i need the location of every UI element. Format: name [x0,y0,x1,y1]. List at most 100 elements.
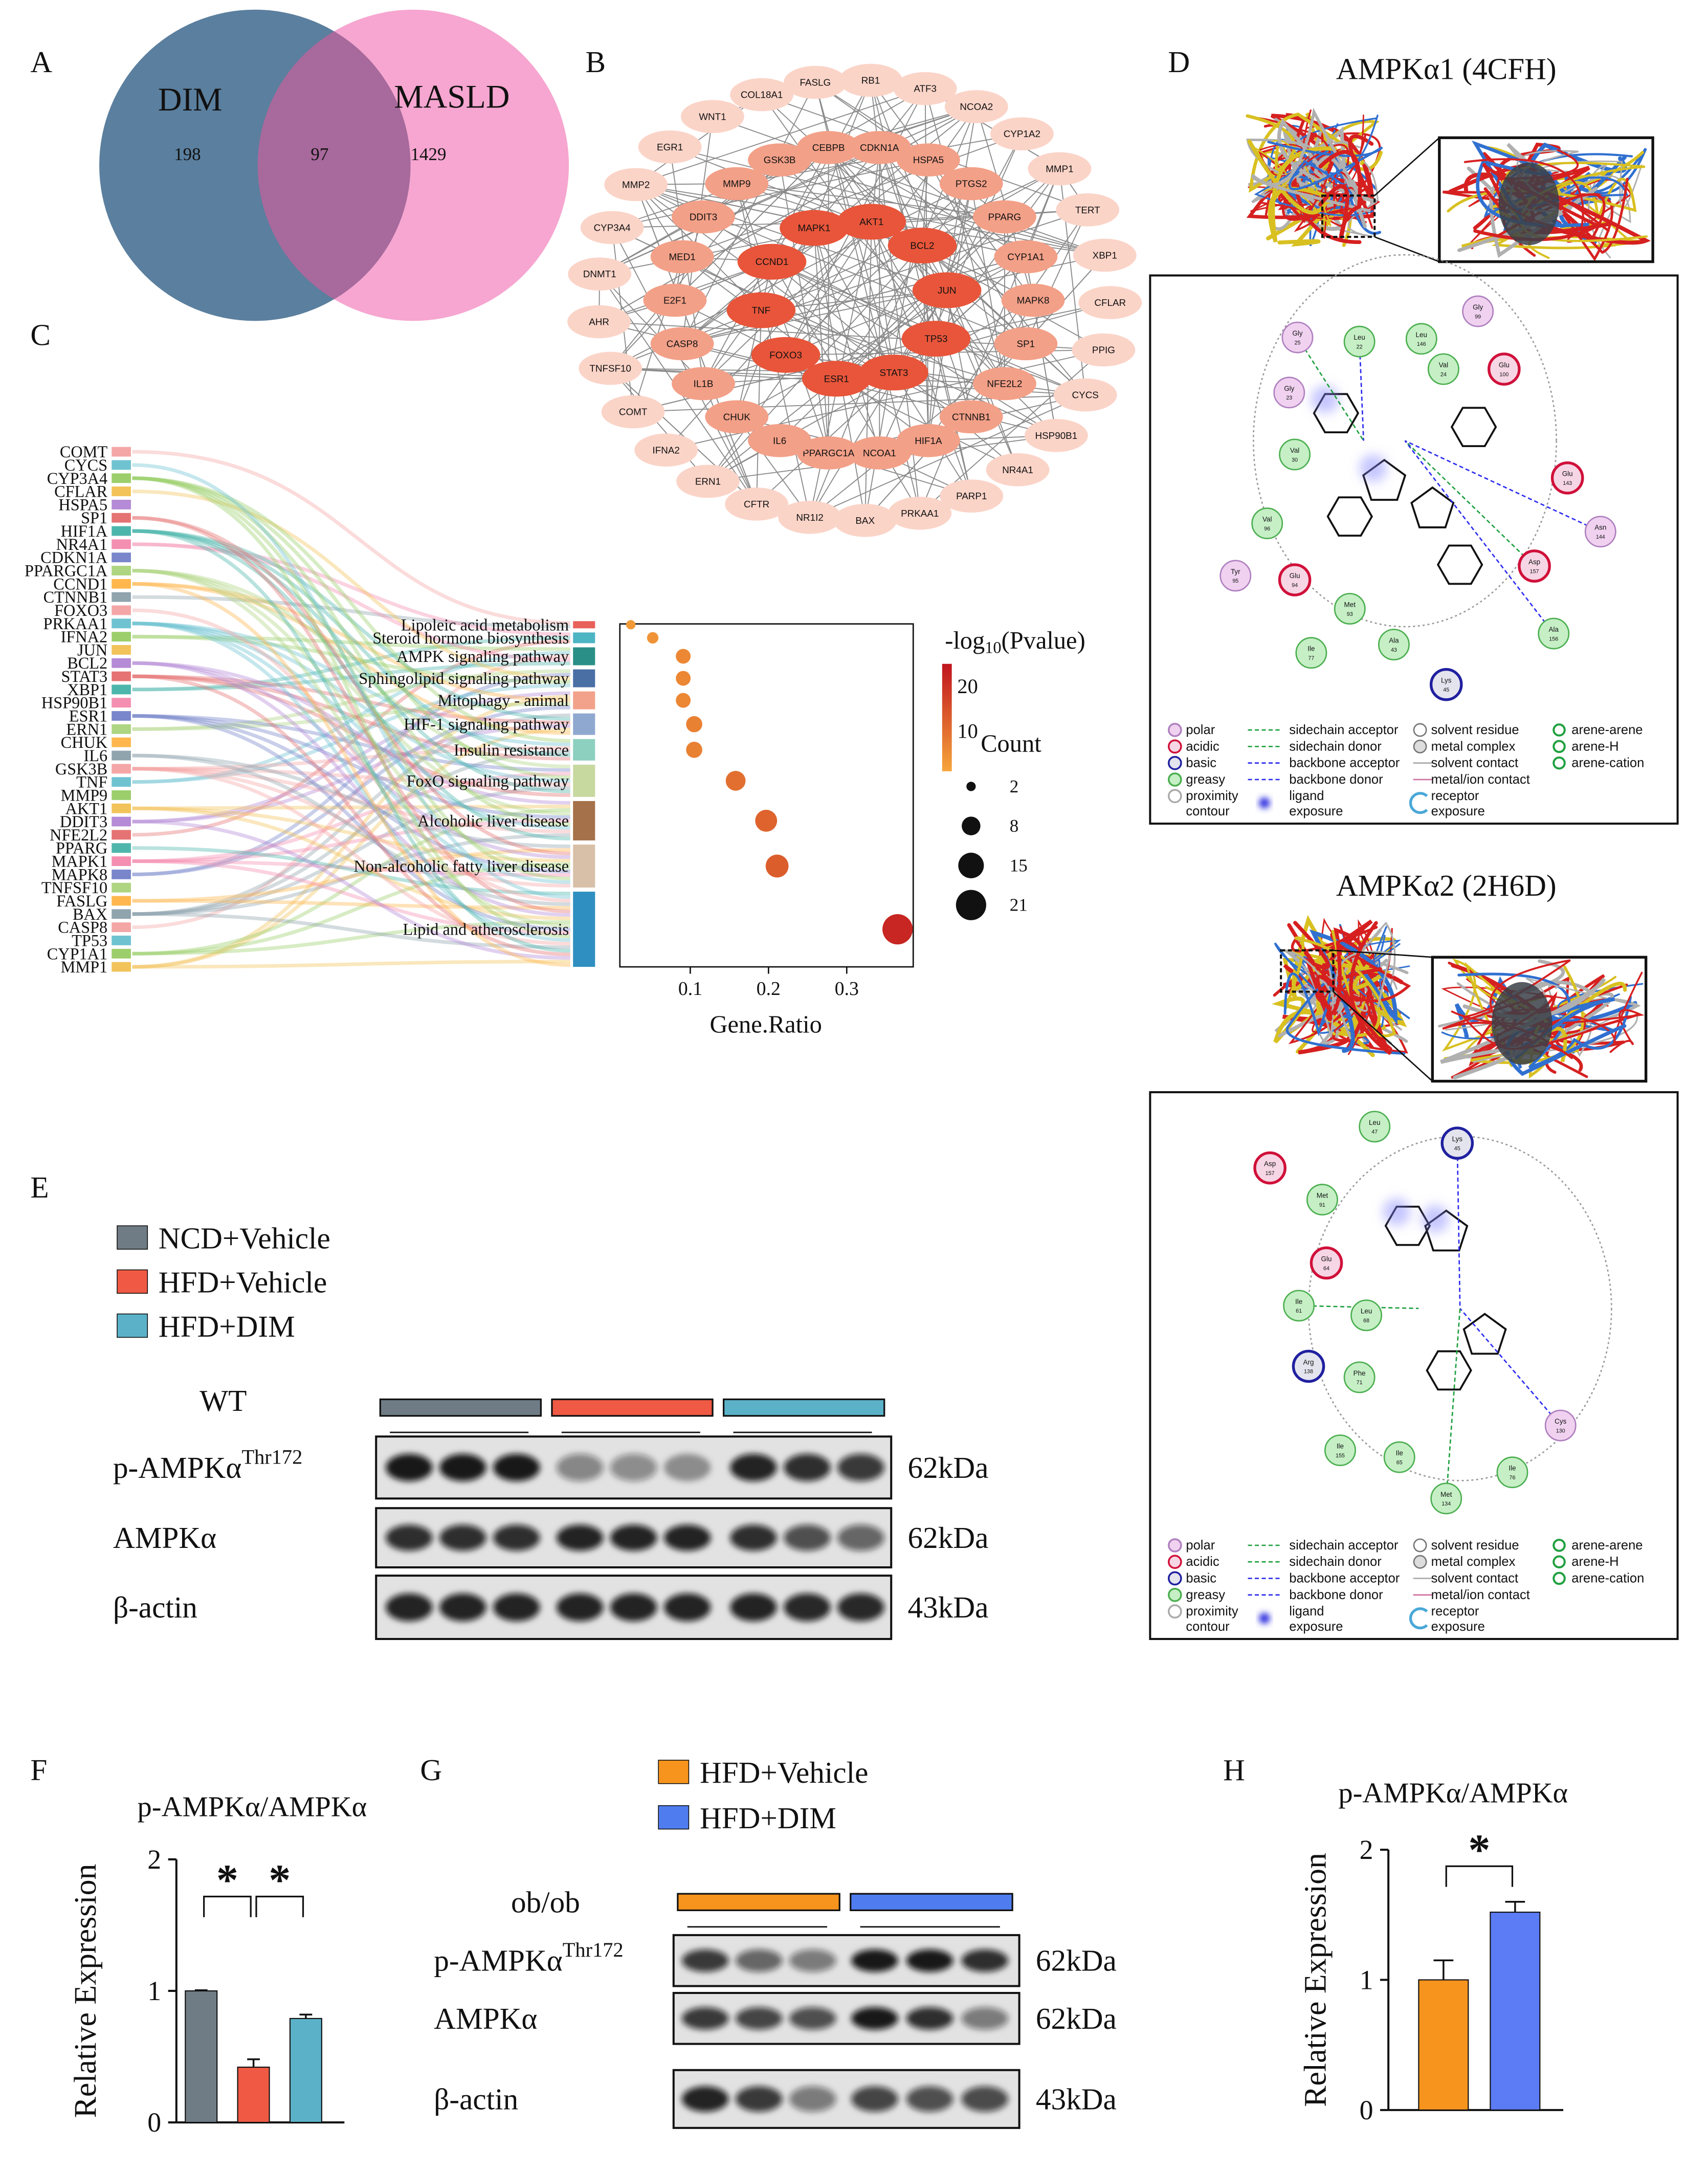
network-node [601,395,665,429]
model-label: WT [199,1384,247,1417]
zoom-region [1321,194,1376,238]
network-node-label: MAPK1 [798,223,831,233]
group-bar [722,1398,885,1417]
network-node-label: CEBPB [812,142,845,153]
network-node-label: CFLAR [1094,297,1126,308]
residue-name: Phe [1354,1369,1366,1377]
pathway-node [573,764,595,797]
venn-count: 198 [174,144,201,164]
gene-label: XBP1 [67,680,107,699]
network-node [778,500,842,534]
ligand-ring [1436,544,1483,585]
gene-label: CYP3A4 [47,469,107,487]
gene-node [112,882,131,893]
pathway-node [573,892,595,967]
network-node [939,400,1003,434]
y-tick-label: 1 [1360,1964,1373,1995]
blot-band [386,1524,433,1551]
legend-label: metal complex [1431,1555,1516,1569]
legend-symbol [1552,723,1566,737]
blot-band [784,1454,831,1481]
ligand-ring [1313,393,1360,434]
venn-set-label: DIM [158,81,223,118]
residue [1343,1361,1376,1393]
residue-name: Met [1344,601,1356,608]
residue [1292,1349,1325,1383]
gene-label: PRKAA1 [43,614,108,633]
gene-node [112,909,131,919]
network-node-label: PPARG [988,211,1022,222]
legend-label: basic [1186,1571,1216,1586]
legend-symbol [1167,772,1182,787]
network-edge [879,147,1086,395]
legend-symbol [1167,1555,1182,1569]
blot-band [663,1454,711,1481]
group-bar [379,1398,542,1417]
residue-number: 65 [1396,1459,1403,1466]
blot-row-label: AMPKα [434,2002,537,2035]
legend-label: metal/ion contact [1431,1588,1530,1602]
panel-label: F [30,1753,47,1787]
blot-band [663,1593,711,1622]
legend-label: exposure [1289,804,1343,818]
network-edge [761,309,1005,384]
sankey-flow [132,846,570,896]
residue-number: 143 [1563,480,1572,486]
significance-label: * [216,1855,238,1904]
sankey-flow [132,767,570,888]
pathway-label: Alcoholic liver disease [417,811,569,830]
network-node [650,327,714,361]
legend-label: proximity [1186,789,1238,803]
network-node-label: FOXO3 [769,349,802,360]
sankey-flow [132,635,570,684]
panel-label: A [30,45,52,79]
pathway-label: HIF-1 signaling pathway [404,715,569,734]
significance-bracket [255,1895,304,1917]
bar [1418,1979,1469,2111]
gene-label: MAPK1 [52,852,107,871]
network-node [837,204,906,240]
venn-overlap [257,9,411,321]
molecular-weight: 62kDa [908,1521,989,1555]
network-node [783,65,847,99]
residue-name: Leu [1416,331,1427,339]
gene-label: MMP1 [61,958,108,976]
protein-name: β-actin [113,1590,197,1624]
residue-name: Asp [1528,558,1540,566]
blot-band [681,1949,729,1972]
network-node-label: RB1 [861,75,880,86]
gene-label: FOXO3 [54,601,107,619]
residue-name: Glu [1290,572,1300,580]
residue [1251,507,1283,540]
network-node [833,504,897,537]
blot-band [906,2086,953,2112]
ligand-ring [1326,496,1373,537]
legend-symbol [1409,1607,1428,1630]
network-node [672,200,735,234]
sankey-flow [132,691,570,824]
network-node-label: COL18A1 [741,90,783,100]
ligand-exposure [1311,385,1339,413]
network-node [859,354,928,391]
sankey-flow [132,569,570,768]
residue-name: Ala [1549,626,1559,633]
network-node [672,367,735,401]
residue-number: 76 [1510,1475,1516,1481]
blot-band [789,2007,836,2030]
sankey-flow [132,727,570,969]
residue [1378,629,1410,661]
residue-number: 130 [1556,1428,1565,1434]
network-edge [828,147,1026,257]
residue [1430,1482,1462,1515]
residue [1429,668,1463,701]
network-edge [611,227,757,504]
network-node [1001,283,1065,317]
blot-row-label: AMPKα [113,1521,216,1555]
size-legend-label: 8 [1010,816,1019,836]
y-axis-label: Relative Expression [68,1864,103,2118]
gene-node [112,856,131,866]
network-node-label: CASP8 [667,338,698,349]
ligand-ring [1462,1313,1507,1355]
docking-title: AMPKα1 (4CFH) [1336,52,1557,86]
sankey-flow [132,714,570,932]
